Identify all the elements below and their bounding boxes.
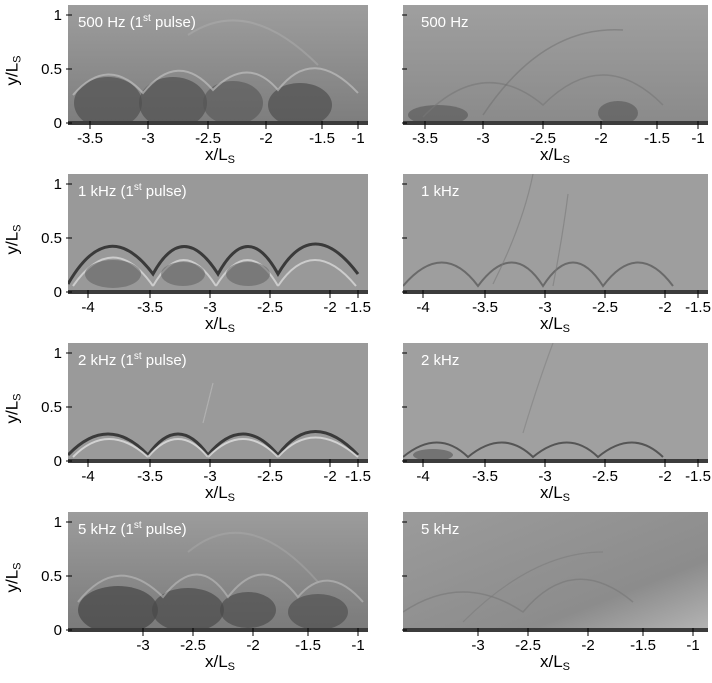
y-tick-label-2khz-0: 1 — [54, 345, 62, 362]
x-tick-label-right-500hz-4: -1.5 — [644, 130, 670, 147]
panel-title-left-2khz: 2 kHz (1st pulse) — [78, 351, 187, 369]
y-tick-label-5khz-0: 1 — [54, 514, 62, 531]
panel-5khz-first-pulse — [68, 512, 368, 632]
x-tick-label-left-1khz-2: -3 — [203, 299, 216, 316]
x-tick-label-left-2khz-1: -3.5 — [137, 468, 163, 485]
x-tick-label-right-5khz-4: -1 — [686, 637, 699, 654]
x-tick-label-right-500hz-1: -3 — [476, 130, 489, 147]
x-tick-label-left-2khz-4: -2 — [323, 468, 336, 485]
panel-title-left-5khz: 5 kHz (1st pulse) — [78, 520, 187, 538]
x-tick-label-left-1khz-5: -1.5 — [345, 299, 371, 316]
y-tick-label-500hz-2: 0 — [54, 115, 62, 132]
y-tick-label-1khz-0: 1 — [54, 176, 62, 193]
y-tick-label-5khz-1: 0.5 — [41, 568, 62, 585]
x-tick-label-left-2khz-0: -4 — [81, 468, 94, 485]
x-tick-label-left-500hz-5: -1 — [351, 130, 364, 147]
panel-500hz — [403, 5, 708, 125]
x-axis-label-row2-right: x/LS — [539, 314, 571, 335]
y-axis-label-row1: y/LS — [2, 54, 24, 86]
panel-5khz — [403, 512, 708, 632]
y-tick-label-500hz-1: 0.5 — [41, 61, 62, 78]
panel-title-right-5khz: 5 kHz — [421, 521, 459, 538]
panel-title-left-1khz: 1 kHz (1st pulse) — [78, 182, 187, 200]
x-tick-label-left-500hz-0: -3.5 — [77, 130, 103, 147]
x-tick-label-left-1khz-1: -3.5 — [137, 299, 163, 316]
x-tick-label-left-500hz-3: -2 — [259, 130, 272, 147]
y-axis-label-row2: y/LS — [2, 223, 24, 255]
x-tick-label-right-2khz-4: -2 — [658, 468, 671, 485]
x-tick-label-left-5khz-0: -3 — [136, 637, 149, 654]
x-tick-label-right-5khz-3: -1.5 — [630, 637, 656, 654]
y-tick-label-1khz-1: 0.5 — [41, 230, 62, 247]
panel-1khz-first-pulse — [68, 174, 368, 294]
x-tick-label-right-5khz-2: -2 — [581, 637, 594, 654]
x-tick-label-left-1khz-4: -2 — [323, 299, 336, 316]
x-tick-label-right-2khz-3: -2.5 — [592, 468, 618, 485]
panel-2khz — [403, 343, 708, 463]
x-tick-label-right-5khz-1: -2.5 — [515, 637, 541, 654]
x-axis-label-row4-right: x/LS — [539, 652, 571, 673]
x-tick-label-right-1khz-5: -1.5 — [685, 299, 711, 316]
panel-500hz-first-pulse — [68, 5, 368, 125]
panel-1khz — [403, 174, 708, 294]
x-tick-label-left-2khz-5: -1.5 — [345, 468, 371, 485]
x-tick-label-right-1khz-0: -4 — [416, 299, 429, 316]
x-tick-label-right-1khz-3: -2.5 — [592, 299, 618, 316]
y-axis-label-row4: y/LS — [2, 561, 24, 593]
x-tick-label-left-500hz-1: -3 — [141, 130, 154, 147]
x-tick-label-right-500hz-5: -1 — [691, 130, 704, 147]
x-tick-label-right-2khz-5: -1.5 — [685, 468, 711, 485]
x-tick-label-left-5khz-4: -1 — [351, 637, 364, 654]
x-tick-label-left-2khz-2: -3 — [203, 468, 216, 485]
panel-title-right-2khz: 2 kHz — [421, 352, 459, 369]
y-tick-label-2khz-2: 0 — [54, 453, 62, 470]
x-tick-label-right-1khz-4: -2 — [658, 299, 671, 316]
x-tick-label-right-500hz-0: -3.5 — [412, 130, 438, 147]
x-tick-label-right-500hz-2: -2.5 — [530, 130, 556, 147]
x-tick-label-left-5khz-3: -1.5 — [295, 637, 321, 654]
y-tick-label-2khz-1: 0.5 — [41, 399, 62, 416]
panel-title-right-500hz: 500 Hz — [421, 14, 469, 31]
y-tick-label-1khz-2: 0 — [54, 284, 62, 301]
y-tick-label-5khz-2: 0 — [54, 622, 62, 639]
x-axis-label-row3-left: x/LS — [204, 483, 236, 504]
x-tick-label-left-5khz-2: -2 — [246, 637, 259, 654]
panel-2khz-first-pulse — [68, 343, 368, 463]
x-tick-label-left-500hz-4: -1.5 — [309, 130, 335, 147]
x-tick-label-right-1khz-1: -3.5 — [472, 299, 498, 316]
x-tick-label-right-1khz-2: -3 — [538, 299, 551, 316]
x-tick-label-left-500hz-2: -2.5 — [195, 130, 221, 147]
x-tick-label-right-2khz-2: -3 — [538, 468, 551, 485]
x-axis-label-row2-left: x/LS — [204, 314, 236, 335]
x-axis-label-row1-left: x/LS — [204, 145, 236, 166]
panel-title-left-500hz: 500 Hz (1st pulse) — [78, 13, 196, 31]
x-tick-label-left-2khz-3: -2.5 — [257, 468, 283, 485]
x-axis-label-row4-left: x/LS — [204, 652, 236, 673]
x-tick-label-left-5khz-1: -2.5 — [180, 637, 206, 654]
x-tick-label-left-1khz-3: -2.5 — [257, 299, 283, 316]
x-tick-label-right-5khz-0: -3 — [471, 637, 484, 654]
x-tick-label-right-2khz-1: -3.5 — [472, 468, 498, 485]
x-axis-label-row1-right: x/LS — [539, 145, 571, 166]
x-tick-label-right-2khz-0: -4 — [416, 468, 429, 485]
x-axis-label-row3-right: x/LS — [539, 483, 571, 504]
x-tick-label-right-500hz-3: -2 — [594, 130, 607, 147]
panel-title-right-1khz: 1 kHz — [421, 183, 459, 200]
y-tick-label-500hz-0: 1 — [54, 7, 62, 24]
x-tick-label-left-1khz-0: -4 — [81, 299, 94, 316]
y-axis-label-row3: y/LS — [2, 392, 24, 424]
